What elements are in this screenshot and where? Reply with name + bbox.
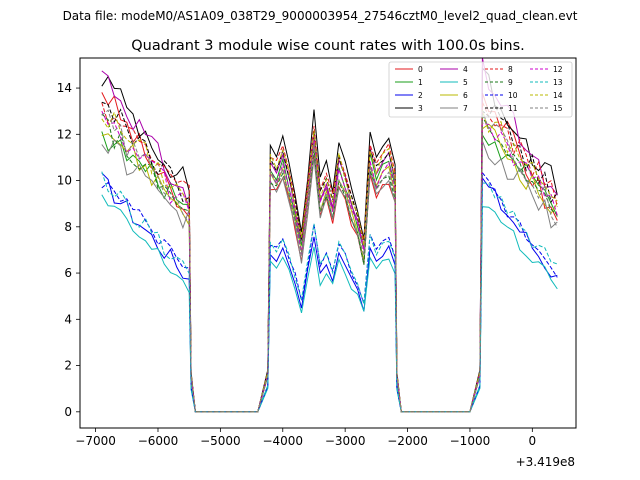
plot-area	[79, 57, 577, 429]
legend-label-15: 15	[553, 104, 563, 113]
x-tick-label: −5000	[200, 434, 241, 448]
legend-label-13: 13	[553, 78, 563, 87]
plot-frame	[79, 57, 577, 429]
x-offset-label: +3.419e8	[516, 455, 575, 469]
y-tick-label: 0	[64, 405, 72, 419]
y-tick-label: 6	[64, 266, 72, 280]
chart-suptitle: Data file: modeM0/AS1A09_038T29_90000039…	[63, 9, 578, 23]
y-tick-label: 8	[64, 220, 72, 234]
x-tick-label: −7000	[75, 434, 116, 448]
series-line-12	[101, 110, 558, 413]
legend-label-5: 5	[463, 78, 468, 87]
legend-label-10: 10	[508, 91, 518, 100]
legend-label-8: 8	[508, 65, 513, 74]
chart-title: Quadrant 3 module wise count rates with …	[131, 38, 525, 54]
legend-label-9: 9	[508, 78, 513, 87]
y-tick-label: 4	[64, 312, 72, 326]
x-tick-label: 0	[529, 434, 537, 448]
legend-label-11: 11	[508, 104, 518, 113]
series-line-8	[101, 101, 558, 413]
x-tick-label: −4000	[262, 434, 303, 448]
legend-label-0: 0	[418, 65, 423, 74]
legend-label-12: 12	[553, 65, 563, 74]
legend-label-3: 3	[418, 104, 423, 113]
x-tick-label: −2000	[387, 434, 428, 448]
series-line-5	[101, 194, 558, 413]
series-line-3	[101, 66, 558, 413]
x-axis: −7000 −6000 −5000 −4000 −3000 −2000 −1000 0	[75, 428, 536, 448]
series-line-15	[101, 109, 558, 413]
legend-label-4: 4	[463, 65, 468, 74]
series-line-11	[101, 101, 558, 413]
series-line-7	[101, 139, 558, 413]
series-line-0	[101, 92, 558, 413]
x-tick-label: −3000	[325, 434, 366, 448]
legend-label-7: 7	[463, 104, 468, 113]
y-tick-label: 12	[57, 127, 72, 141]
y-axis: 0 2 4 6 8 10 12 14	[57, 81, 80, 419]
legend-label-14: 14	[553, 91, 563, 100]
legend-label-6: 6	[463, 91, 468, 100]
x-tick-label: −1000	[450, 434, 491, 448]
y-tick-label: 10	[57, 174, 72, 188]
x-tick-label: −6000	[138, 434, 179, 448]
series-lines	[101, 57, 558, 413]
legend-label-2: 2	[418, 91, 423, 100]
series-line-14	[101, 109, 558, 413]
y-tick-label: 2	[64, 359, 72, 373]
legend-box	[388, 61, 573, 118]
y-tick-label: 14	[57, 81, 72, 95]
legend-label-1: 1	[418, 78, 423, 87]
